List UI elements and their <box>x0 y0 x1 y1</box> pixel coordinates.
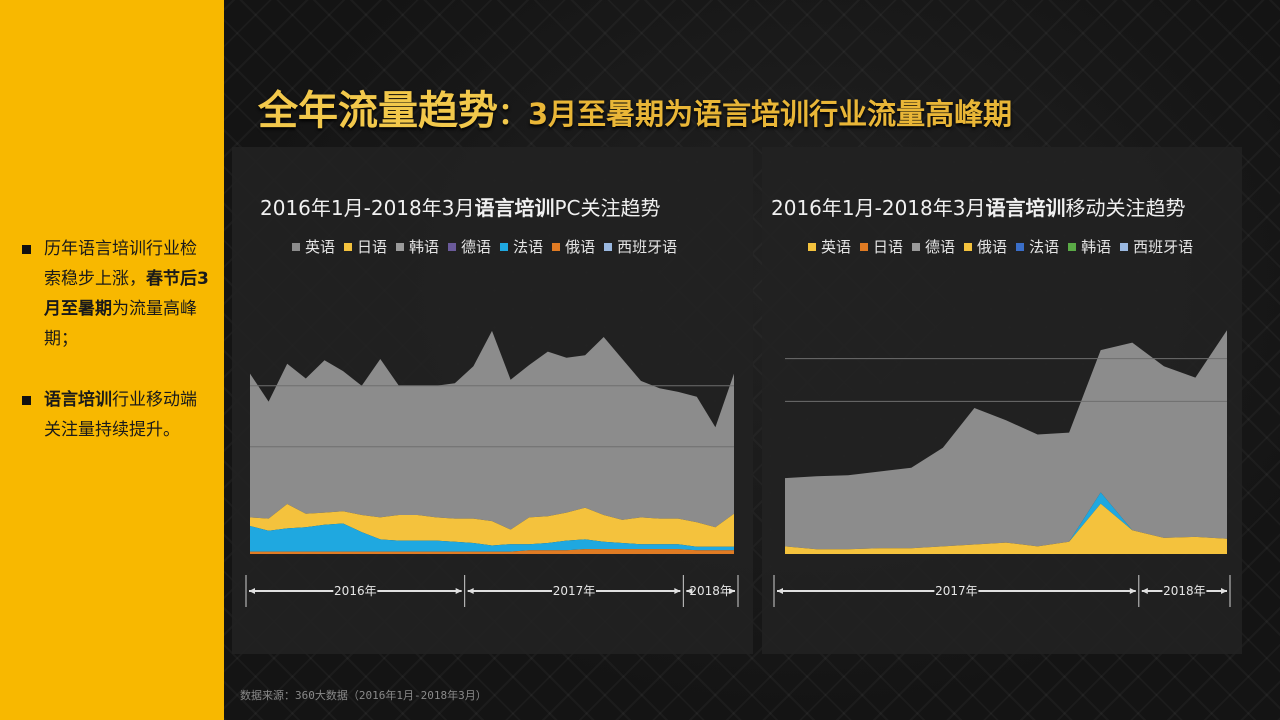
legend-label: 英语 <box>305 238 336 256</box>
bullet-square-icon <box>22 396 31 405</box>
legend-swatch <box>500 243 509 251</box>
legend-swatch <box>448 243 457 251</box>
legend-item: 韩语 <box>1068 236 1111 257</box>
area-series-japanese <box>250 504 734 547</box>
legend-label: 俄语 <box>565 238 596 256</box>
legend-item: 德语 <box>448 236 491 257</box>
legend-item: 西班牙语 <box>604 236 677 257</box>
legend-swatch <box>1120 243 1129 251</box>
mobile-area-chart: 2017年 2018年 <box>773 330 1231 607</box>
legend-label: 法语 <box>513 238 544 256</box>
mobile-chart-title: 2016年1月-2018年3月语言培训移动关注趋势 <box>771 192 1185 221</box>
page-title-separator: ： <box>498 97 528 132</box>
legend-swatch <box>912 243 921 251</box>
period-label: 2016年 <box>334 584 377 598</box>
sidebar: 历年语言培训行业检索稳步上涨，春节后3月至暑期为流量高峰期； 语言培训行业移动端… <box>0 0 224 720</box>
legend-label: 德语 <box>461 238 492 256</box>
legend-swatch <box>604 243 613 251</box>
arrow-left-icon <box>777 588 783 594</box>
legend-label: 日语 <box>873 238 904 256</box>
arrow-left-icon <box>1141 588 1148 594</box>
pc-chart-title-post: PC关注趋势 <box>554 196 661 220</box>
arrow-right-icon <box>1221 588 1227 594</box>
period-label: 2018年 <box>1163 584 1206 598</box>
arrow-left-icon <box>249 588 255 594</box>
legend-item: 英语 <box>292 236 335 257</box>
arrow-right-icon <box>729 588 735 594</box>
bullet1-text-end: 为流量高峰期； <box>44 299 197 349</box>
bullet-mobile-trend: 语言培训行业移动端关注量持续提升。 <box>22 385 212 445</box>
arrow-left-icon <box>467 588 474 594</box>
arrow-left-icon <box>686 588 693 594</box>
area-series-english <box>250 330 734 530</box>
pc-chart-title-bold: 语言培训 <box>474 196 555 220</box>
bullet1-bold: 春节后3月至暑期 <box>44 269 209 319</box>
legend-item: 俄语 <box>964 236 1007 257</box>
mobile-chart-title-bold: 语言培训 <box>985 196 1066 220</box>
period-label: 2018年 <box>689 584 732 598</box>
pc-chart-legend: 英语 日语 韩语 德语 法语 俄语 西班牙语 <box>292 236 686 256</box>
legend-swatch <box>964 243 973 251</box>
legend-label: 德语 <box>925 238 956 256</box>
bullet-square-icon <box>22 245 31 254</box>
legend-label: 西班牙语 <box>617 238 678 256</box>
bullet1-text: 历年语言培训行业检索稳步上涨， <box>44 239 197 289</box>
period-label: 2017年 <box>553 584 596 598</box>
legend-item: 法语 <box>1016 236 1059 257</box>
legend-item: 日语 <box>860 236 903 257</box>
pc-chart-title-pre: 2016年1月-2018年3月 <box>260 196 475 220</box>
legend-item: 西班牙语 <box>1120 236 1193 257</box>
legend-label: 韩语 <box>1081 238 1112 256</box>
page-title-sub: 3月至暑期为语言培训行业流量高峰期 <box>528 97 1013 131</box>
legend-item: 英语 <box>808 236 851 257</box>
mobile-chart-title-pre: 2016年1月-2018年3月 <box>771 196 986 220</box>
area-series-english <box>785 330 1227 550</box>
arrow-right-icon <box>1129 588 1136 594</box>
area-series-russian <box>250 549 734 554</box>
bullet2-bold: 语言培训 <box>44 390 112 410</box>
legend-swatch <box>396 243 405 251</box>
legend-swatch <box>1068 243 1077 251</box>
page-title: 全年流量趋势：3月至暑期为语言培训行业流量高峰期 <box>258 78 1012 136</box>
legend-swatch <box>552 243 561 251</box>
period-label: 2017年 <box>935 584 978 598</box>
legend-swatch <box>292 243 300 251</box>
legend-label: 俄语 <box>977 238 1008 256</box>
legend-label: 英语 <box>821 238 852 256</box>
area-series-japanese <box>785 503 1227 554</box>
bullet-search-trend: 历年语言培训行业检索稳步上涨，春节后3月至暑期为流量高峰期； <box>22 234 212 354</box>
legend-item: 德语 <box>912 236 955 257</box>
legend-swatch <box>1016 243 1025 251</box>
legend-item: 法语 <box>500 236 543 257</box>
legend-item: 俄语 <box>552 236 595 257</box>
legend-label: 法语 <box>1029 238 1060 256</box>
page-title-main: 全年流量趋势 <box>258 88 498 134</box>
pc-chart-title: 2016年1月-2018年3月语言培训PC关注趋势 <box>260 192 661 221</box>
data-source-note: 数据来源：360大数据（2016年1月-2018年3月） <box>240 689 487 702</box>
mobile-chart-title-post: 移动关注趋势 <box>1065 196 1186 220</box>
legend-label: 西班牙语 <box>1133 238 1194 256</box>
legend-item: 日语 <box>344 236 387 257</box>
area-series-french <box>250 523 734 552</box>
pc-area-chart: 2016年 2017年 2018年 <box>245 330 739 607</box>
legend-swatch <box>808 243 816 251</box>
bullet2-text: 行业移动端关注量持续提升。 <box>44 390 197 440</box>
arrow-right-icon <box>455 588 462 594</box>
legend-swatch <box>344 243 353 251</box>
arrow-right-icon <box>674 588 681 594</box>
legend-swatch <box>860 243 869 251</box>
legend-label: 韩语 <box>409 238 440 256</box>
mobile-chart-legend: 英语 日语 德语 俄语 法语 韩语 西班牙语 <box>808 236 1202 256</box>
legend-label: 日语 <box>357 238 388 256</box>
legend-item: 韩语 <box>396 236 439 257</box>
